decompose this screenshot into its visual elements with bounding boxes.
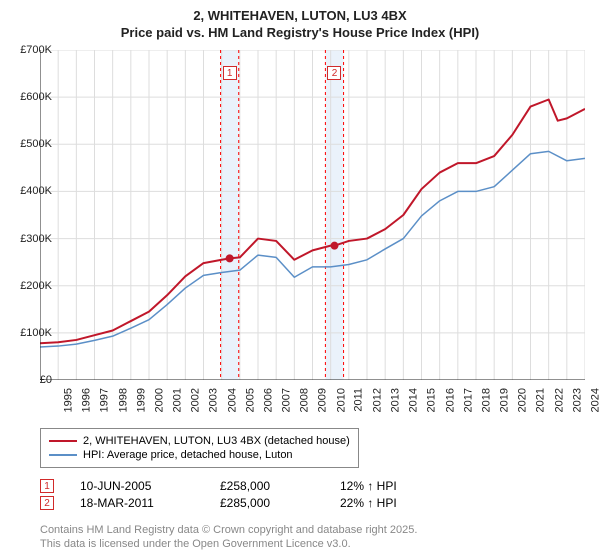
x-tick-label: 2005 (244, 388, 256, 412)
x-tick-label: 2012 (371, 388, 383, 412)
legend: 2, WHITEHAVEN, LUTON, LU3 4BX (detached … (40, 428, 359, 468)
legend-swatch (49, 454, 77, 456)
sale-date: 18-MAR-2011 (80, 496, 220, 510)
x-tick-label: 2019 (498, 388, 510, 412)
plot-area (40, 50, 585, 380)
x-tick-label: 2007 (280, 388, 292, 412)
x-tick-label: 1995 (62, 388, 74, 412)
sale-marker-badge: 2 (327, 66, 341, 80)
chart-container: 2, WHITEHAVEN, LUTON, LU3 4BX Price paid… (0, 0, 600, 560)
x-tick-label: 2022 (553, 388, 565, 412)
x-tick-label: 2021 (535, 388, 547, 412)
x-tick-label: 2016 (444, 388, 456, 412)
sale-badge: 1 (40, 479, 54, 493)
footer-line-1: Contains HM Land Registry data © Crown c… (40, 524, 417, 538)
x-tick-label: 2023 (571, 388, 583, 412)
legend-swatch (49, 440, 77, 442)
footer-text: Contains HM Land Registry data © Crown c… (40, 524, 417, 552)
y-tick-label: £200K (20, 280, 52, 292)
x-tick-label: 2001 (171, 388, 183, 412)
x-tick-label: 2014 (408, 388, 420, 412)
sale-date: 10-JUN-2005 (80, 479, 220, 493)
x-tick-label: 2004 (226, 388, 238, 412)
sale-row: 2 18-MAR-2011£285,00022% ↑ HPI (40, 496, 397, 510)
x-tick-label: 2000 (153, 388, 165, 412)
title-line-2: Price paid vs. HM Land Registry's House … (0, 25, 600, 40)
footer-line-2: This data is licensed under the Open Gov… (40, 538, 417, 552)
chart-svg (40, 50, 585, 380)
sale-row: 1 10-JUN-2005£258,00012% ↑ HPI (40, 479, 397, 493)
sales-table: 1 10-JUN-2005£258,00012% ↑ HPI 2 18-MAR-201… (40, 476, 397, 513)
chart-title: 2, WHITEHAVEN, LUTON, LU3 4BX Price paid… (0, 0, 600, 40)
x-tick-label: 1996 (81, 388, 93, 412)
x-tick-label: 2017 (462, 388, 474, 412)
x-tick-label: 2008 (299, 388, 311, 412)
sale-price: £285,000 (220, 496, 340, 510)
sale-delta: 12% ↑ HPI (340, 479, 397, 493)
x-tick-label: 2006 (262, 388, 274, 412)
x-tick-label: 2015 (426, 388, 438, 412)
x-tick-label: 2003 (208, 388, 220, 412)
x-tick-label: 2011 (352, 388, 364, 412)
y-tick-label: £300K (20, 233, 52, 245)
legend-item: HPI: Average price, detached house, Luto… (49, 449, 350, 461)
x-tick-label: 2024 (589, 388, 600, 412)
legend-label: HPI: Average price, detached house, Luto… (83, 449, 293, 461)
legend-label: 2, WHITEHAVEN, LUTON, LU3 4BX (detached … (83, 435, 350, 447)
sale-badge: 2 (40, 496, 54, 510)
x-tick-label: 1998 (117, 388, 129, 412)
x-tick-label: 2018 (480, 388, 492, 412)
x-tick-label: 2020 (517, 388, 529, 412)
legend-item: 2, WHITEHAVEN, LUTON, LU3 4BX (detached … (49, 435, 350, 447)
x-tick-label: 2013 (389, 388, 401, 412)
y-tick-label: £700K (20, 44, 52, 56)
sale-marker-badge: 1 (223, 66, 237, 80)
x-tick-label: 1999 (135, 388, 147, 412)
y-tick-label: £0 (40, 374, 52, 386)
y-tick-label: £400K (20, 185, 52, 197)
x-tick-label: 2002 (190, 388, 202, 412)
title-line-1: 2, WHITEHAVEN, LUTON, LU3 4BX (0, 8, 600, 23)
sale-delta: 22% ↑ HPI (340, 496, 397, 510)
y-tick-label: £500K (20, 138, 52, 150)
x-tick-label: 2010 (335, 388, 347, 412)
y-tick-label: £600K (20, 91, 52, 103)
x-tick-label: 2009 (317, 388, 329, 412)
sale-price: £258,000 (220, 479, 340, 493)
x-tick-label: 1997 (99, 388, 111, 412)
y-tick-label: £100K (20, 327, 52, 339)
